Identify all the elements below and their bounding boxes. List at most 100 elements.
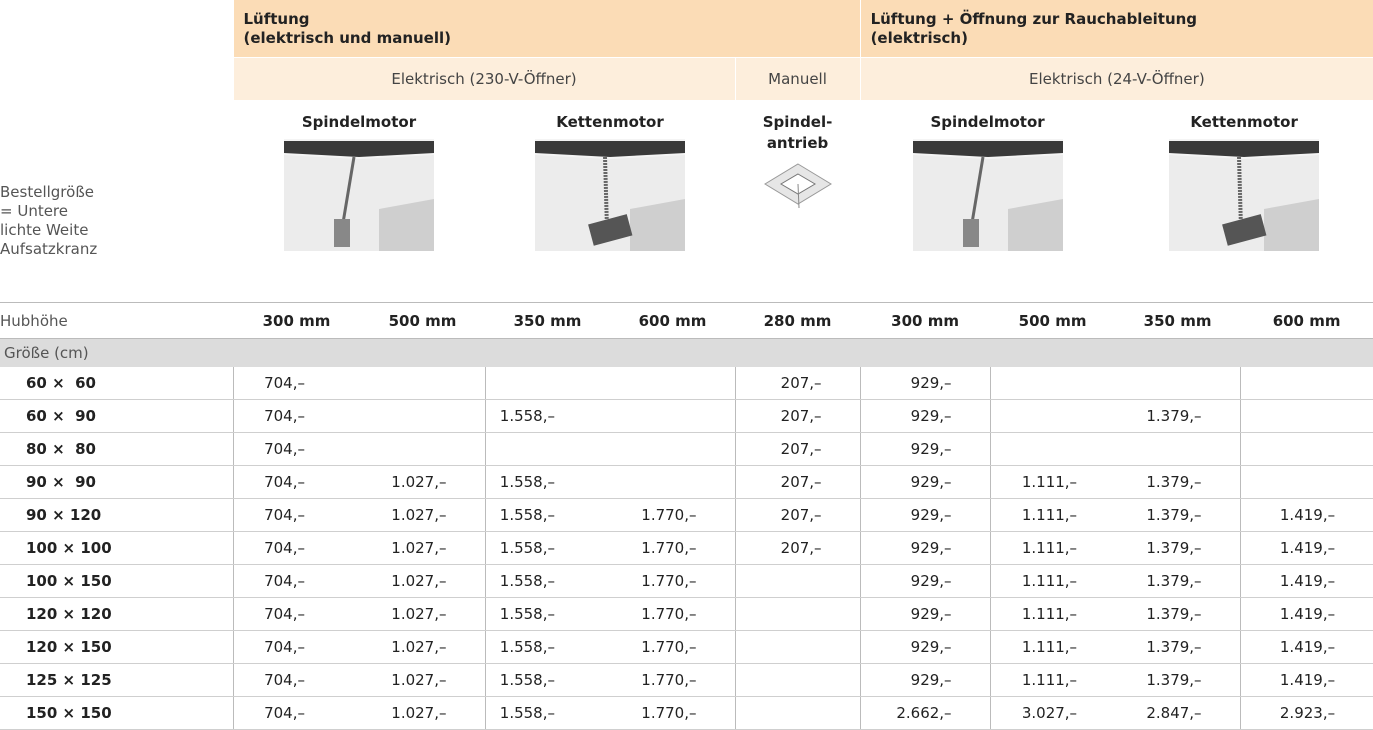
price-cell: 1.558,– (485, 466, 610, 499)
price-cell: 207,– (735, 367, 860, 400)
text-line: antrieb (735, 133, 860, 154)
price-cell: 1.027,– (360, 499, 485, 532)
price-cell: 704,– (233, 631, 360, 664)
price-cell: 2.923,– (1240, 697, 1373, 730)
price-cell: 2.662,– (860, 697, 990, 730)
price-cell: 929,– (860, 565, 990, 598)
blank-cell (0, 0, 233, 58)
price-cell: 1.558,– (485, 400, 610, 433)
price-cell: 3.027,– (990, 697, 1115, 730)
price-cell: 929,– (860, 631, 990, 664)
empty-cell (990, 433, 1115, 466)
empty-cell (1240, 466, 1373, 499)
empty-cell (485, 433, 610, 466)
size-label: 120 × 150 (0, 631, 233, 664)
text-line: Spindelmotor (860, 112, 1115, 133)
price-cell: 704,– (233, 433, 360, 466)
price-cell: 1.379,– (1115, 499, 1240, 532)
stroke-value: 300 mm (860, 303, 990, 339)
drive-header: Spindel-antrieb (735, 100, 860, 303)
text-line: Kettenmotor (485, 112, 735, 133)
product-image (763, 160, 833, 210)
g1-row: Lüftung(elektrisch und manuell)Lüftung +… (0, 0, 1373, 58)
empty-cell (735, 565, 860, 598)
empty-cell (1240, 367, 1373, 400)
price-cell: 704,– (233, 499, 360, 532)
price-cell: 1.027,– (360, 565, 485, 598)
price-cell: 1.379,– (1115, 565, 1240, 598)
blank-cell (0, 58, 233, 101)
stroke-value: 500 mm (360, 303, 485, 339)
sec-row: Größe (cm) (0, 339, 1373, 368)
price-cell: 704,– (233, 367, 360, 400)
stroke-value: 280 mm (735, 303, 860, 339)
price-cell: 1.770,– (610, 499, 735, 532)
price-cell: 1.770,– (610, 598, 735, 631)
price-cell: 1.770,– (610, 664, 735, 697)
price-cell: 1.379,– (1115, 532, 1240, 565)
price-cell: 1.770,– (610, 631, 735, 664)
price-cell: 704,– (233, 400, 360, 433)
page-body: Lüftung(elektrisch und manuell)Lüftung +… (0, 0, 1373, 697)
price-cell: 1.770,– (610, 697, 735, 730)
price-cell: 1.379,– (1115, 466, 1240, 499)
size-label: 125 × 125 (0, 664, 233, 697)
price-cell: 1.111,– (990, 598, 1115, 631)
price-cell: 207,– (735, 499, 860, 532)
subgroup-header: Manuell (735, 58, 860, 101)
drive-header: Kettenmotor (1115, 100, 1373, 303)
price-cell: 1.770,– (610, 565, 735, 598)
empty-cell (1240, 400, 1373, 433)
price-cell: 704,– (233, 697, 360, 730)
product-image (1169, 139, 1319, 251)
text-line: Kettenmotor (1115, 112, 1373, 133)
price-cell: 1.379,– (1115, 631, 1240, 664)
text-line: (elektrisch) (871, 29, 1373, 48)
price-cell: 929,– (860, 433, 990, 466)
price-cell: 1.027,– (360, 598, 485, 631)
empty-cell (990, 367, 1115, 400)
drive-header: Spindelmotor (860, 100, 1115, 303)
price-cell: 929,– (860, 466, 990, 499)
empty-cell (1115, 367, 1240, 400)
price-cell: 1.379,– (1115, 598, 1240, 631)
price-cell: 1.558,– (485, 631, 610, 664)
price-cell: 1.558,– (485, 664, 610, 697)
product-image (284, 139, 434, 251)
text-line: Spindelmotor (233, 112, 485, 133)
empty-cell (610, 400, 735, 433)
price-cell: 704,– (233, 664, 360, 697)
price-cell: 929,– (860, 499, 990, 532)
price-cell: 1.419,– (1240, 598, 1373, 631)
price-cell: 1.419,– (1240, 631, 1373, 664)
table-body: Lüftung(elektrisch und manuell)Lüftung +… (0, 0, 1373, 730)
price-cell: 1.419,– (1240, 499, 1373, 532)
price-cell: 929,– (860, 664, 990, 697)
price-cell: 704,– (233, 532, 360, 565)
size-label: 60 × 60 (0, 367, 233, 400)
empty-cell (735, 631, 860, 664)
drive-header: Kettenmotor (485, 100, 735, 303)
price-cell: 1.558,– (485, 532, 610, 565)
text-line: Spindel- (735, 112, 860, 133)
price-cell: 207,– (735, 532, 860, 565)
price-cell: 1.027,– (360, 466, 485, 499)
price-table: Lüftung(elektrisch und manuell)Lüftung +… (0, 0, 1373, 730)
size-label: 100 × 150 (0, 565, 233, 598)
group-header: Lüftung + Öffnung zur Rauchableitung(ele… (860, 0, 1373, 58)
price-cell: 1.419,– (1240, 532, 1373, 565)
empty-cell (610, 367, 735, 400)
price-cell: 1.558,– (485, 598, 610, 631)
price-cell: 1.111,– (990, 499, 1115, 532)
size-label: 60 × 90 (0, 400, 233, 433)
price-cell: 704,– (233, 466, 360, 499)
empty-cell (610, 466, 735, 499)
